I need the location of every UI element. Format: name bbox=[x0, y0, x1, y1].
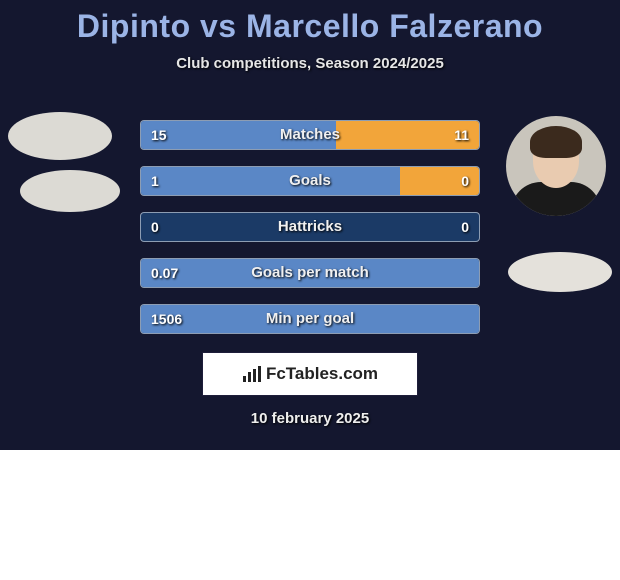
stat-value-right: 0 bbox=[461, 167, 469, 195]
player-right-avatar bbox=[506, 116, 606, 216]
brand-box: FcTables.com bbox=[202, 352, 418, 396]
date-text: 10 february 2025 bbox=[0, 410, 620, 427]
page: Dipinto vs Marcello Falzerano Club compe… bbox=[0, 0, 620, 580]
stat-value-right: 0 bbox=[461, 213, 469, 241]
brand-text: FcTables.com bbox=[266, 364, 378, 384]
brand-icon bbox=[242, 366, 262, 382]
subtitle: Club competitions, Season 2024/2025 bbox=[0, 55, 620, 72]
avatar-hair bbox=[530, 126, 582, 158]
stat-row: 0.07Goals per match bbox=[140, 258, 480, 288]
player-right-placeholder bbox=[508, 252, 612, 292]
comparison-card: Dipinto vs Marcello Falzerano Club compe… bbox=[0, 0, 620, 450]
player-left-placeholder-2 bbox=[20, 170, 120, 212]
stat-label: Matches bbox=[141, 121, 479, 149]
stat-row: 0Hattricks0 bbox=[140, 212, 480, 242]
title: Dipinto vs Marcello Falzerano bbox=[0, 8, 620, 45]
stat-label: Hattricks bbox=[141, 213, 479, 241]
player-left-placeholder-1 bbox=[8, 112, 112, 160]
stats-rows: 15Matches111Goals00Hattricks00.07Goals p… bbox=[140, 120, 480, 350]
stat-label: Min per goal bbox=[141, 305, 479, 333]
stat-row: 1Goals0 bbox=[140, 166, 480, 196]
stat-label: Goals bbox=[141, 167, 479, 195]
stat-label: Goals per match bbox=[141, 259, 479, 287]
stat-row: 1506Min per goal bbox=[140, 304, 480, 334]
stat-value-right: 11 bbox=[454, 121, 469, 149]
stat-row: 15Matches11 bbox=[140, 120, 480, 150]
